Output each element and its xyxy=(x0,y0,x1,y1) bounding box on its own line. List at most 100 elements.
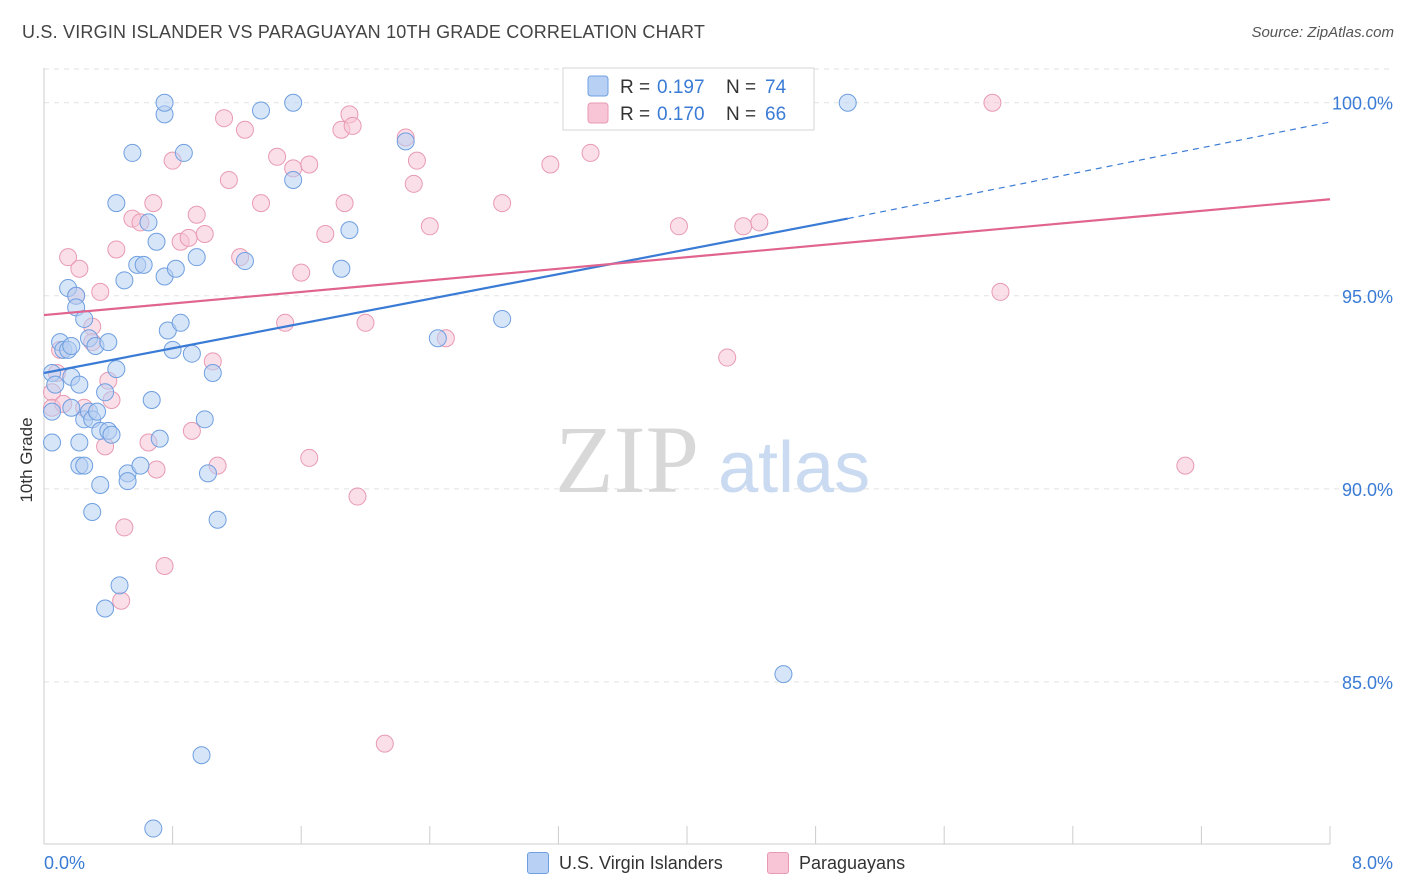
y-tick-label: 100.0% xyxy=(1332,94,1393,114)
point-virgin-islanders xyxy=(187,248,206,267)
point-virgin-islanders xyxy=(83,502,102,521)
point-paraguayans xyxy=(420,217,439,236)
legend-label-paraguayans: Paraguayans xyxy=(799,852,906,873)
legend-n-label-1: N = xyxy=(726,77,756,98)
point-virgin-islanders xyxy=(195,410,214,429)
point-paraguayans xyxy=(983,93,1002,112)
point-virgin-islanders xyxy=(99,333,118,352)
point-virgin-islanders xyxy=(428,329,447,348)
legend-n-value-2: 66 xyxy=(765,104,786,125)
point-paraguayans xyxy=(70,259,89,278)
point-paraguayans xyxy=(235,120,254,139)
point-paraguayans xyxy=(718,348,737,367)
point-virgin-islanders xyxy=(96,599,115,618)
point-virgin-islanders xyxy=(144,819,163,838)
point-paraguayans xyxy=(179,228,198,247)
point-paraguayans xyxy=(734,217,753,236)
legend-item-paraguayans: Paraguayans xyxy=(767,852,905,874)
legend-r-label-1: R = xyxy=(620,77,650,98)
watermark-zip: ZIP xyxy=(555,406,699,513)
point-paraguayans xyxy=(335,194,354,213)
point-virgin-islanders xyxy=(340,221,359,240)
watermark-atlas: atlas xyxy=(718,428,870,508)
y-tick-label: 85.0% xyxy=(1342,673,1393,693)
axes xyxy=(43,68,1331,845)
point-virgin-islanders xyxy=(171,313,190,332)
legend-r-value-1: 0.197 xyxy=(657,77,705,98)
point-virgin-islanders xyxy=(110,576,129,595)
point-paraguayans xyxy=(407,151,426,170)
point-virgin-islanders xyxy=(155,93,174,112)
point-paraguayans xyxy=(300,448,319,467)
point-paraguayans xyxy=(187,205,206,224)
point-virgin-islanders xyxy=(107,194,126,213)
point-virgin-islanders xyxy=(198,464,217,483)
point-virgin-islanders xyxy=(62,398,81,417)
point-virgin-islanders xyxy=(235,252,254,271)
legend-swatch-blue xyxy=(587,75,609,97)
point-paraguayans xyxy=(541,155,560,174)
data-points xyxy=(43,93,1195,838)
point-virgin-islanders xyxy=(396,132,415,151)
watermark: ZIP atlas xyxy=(555,406,870,513)
point-paraguayans xyxy=(404,174,423,193)
point-virgin-islanders xyxy=(118,472,137,491)
point-paraguayans xyxy=(155,557,174,576)
grid-lines xyxy=(44,68,1390,683)
y-tick-label: 90.0% xyxy=(1342,480,1393,500)
legend-label-virgin-islanders: U.S. Virgin Islanders xyxy=(559,852,723,873)
legend-swatch-paraguayans xyxy=(767,852,789,874)
trend-line-virgin-islanders xyxy=(43,217,848,375)
legend-r-value-2: 0.170 xyxy=(657,104,705,125)
point-virgin-islanders xyxy=(192,746,211,765)
point-paraguayans xyxy=(581,143,600,162)
legend-swatch-virgin-islanders xyxy=(527,852,549,874)
point-paraguayans xyxy=(144,194,163,213)
point-paraguayans xyxy=(147,460,166,479)
point-virgin-islanders xyxy=(203,363,222,382)
bottom-legend: U.S. Virgin Islanders Paraguayans xyxy=(0,848,1406,880)
point-paraguayans xyxy=(1176,456,1195,475)
point-virgin-islanders xyxy=(43,433,62,452)
point-virgin-islanders xyxy=(284,93,303,112)
point-virgin-islanders xyxy=(62,336,81,355)
point-virgin-islanders xyxy=(96,383,115,402)
point-paraguayans xyxy=(115,518,134,537)
legend-item-virgin-islanders: U.S. Virgin Islanders xyxy=(527,852,723,874)
source-label: Source: ZipAtlas.com xyxy=(1251,24,1394,41)
legend-box: R = 0.197 N = 74 R = 0.170 N = 66 xyxy=(562,67,815,131)
point-virgin-islanders xyxy=(252,101,271,120)
point-virgin-islanders xyxy=(91,475,110,494)
point-virgin-islanders xyxy=(70,433,89,452)
point-virgin-islanders xyxy=(182,344,201,363)
point-paraguayans xyxy=(252,194,271,213)
point-virgin-islanders xyxy=(332,259,351,278)
point-paraguayans xyxy=(316,225,335,244)
point-virgin-islanders xyxy=(493,309,512,328)
point-virgin-islanders xyxy=(774,665,793,684)
point-virgin-islanders xyxy=(107,360,126,379)
point-virgin-islanders xyxy=(115,271,134,290)
x-tick-label-max: 8.0% xyxy=(1352,853,1393,873)
point-virgin-islanders xyxy=(88,402,107,421)
legend-r-label-2: R = xyxy=(620,104,650,125)
point-virgin-islanders xyxy=(75,456,94,475)
point-paraguayans xyxy=(343,116,362,135)
point-paraguayans xyxy=(750,213,769,232)
point-paraguayans xyxy=(59,248,78,267)
point-paraguayans xyxy=(268,147,287,166)
point-paraguayans xyxy=(375,734,394,753)
point-paraguayans xyxy=(107,240,126,259)
point-virgin-islanders xyxy=(46,375,65,394)
point-virgin-islanders xyxy=(102,425,121,444)
point-paraguayans xyxy=(215,109,234,128)
point-virgin-islanders xyxy=(142,391,161,410)
point-virgin-islanders xyxy=(284,170,303,189)
point-virgin-islanders xyxy=(131,456,150,475)
point-virgin-islanders xyxy=(174,143,193,162)
point-virgin-islanders xyxy=(838,93,857,112)
point-virgin-islanders xyxy=(150,429,169,448)
trend-lines xyxy=(43,121,1331,375)
point-paraguayans xyxy=(493,194,512,213)
point-paraguayans xyxy=(112,591,131,610)
